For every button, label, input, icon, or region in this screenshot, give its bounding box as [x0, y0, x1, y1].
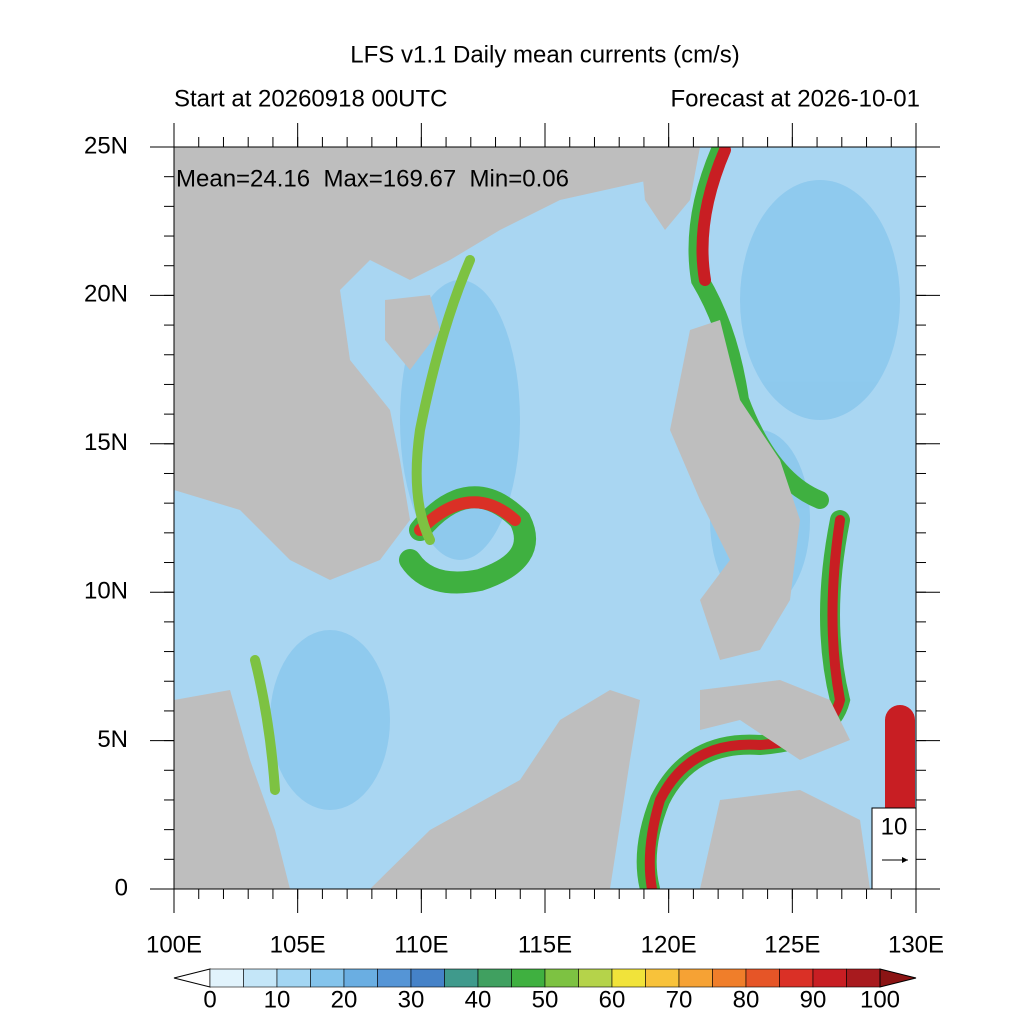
ref-arrowhead	[902, 857, 908, 863]
colorbar-label: 70	[666, 986, 693, 1013]
colorbar-box	[377, 968, 412, 988]
colorbar-box	[477, 968, 512, 988]
x-tick-label: 130E	[888, 931, 944, 958]
x-tick-label: 125E	[764, 931, 820, 958]
colorbar-box	[745, 968, 780, 988]
colorbar-box	[276, 968, 311, 988]
colorbar-box	[343, 968, 378, 988]
colorbar-box	[779, 968, 814, 988]
colorbar-label: 10	[264, 986, 291, 1013]
colorbar-box	[812, 968, 847, 988]
x-tick-label: 100E	[146, 931, 202, 958]
colorbar-label: 30	[398, 986, 425, 1013]
y-tick-label: 20N	[84, 281, 128, 308]
y-tick-label: 15N	[84, 429, 128, 456]
colorbar-box	[209, 968, 244, 988]
x-tick-label: 120E	[641, 931, 697, 958]
colorbar-box	[310, 968, 345, 988]
y-tick-label: 0	[115, 874, 128, 901]
ref-box	[871, 807, 917, 890]
colorbar-box	[678, 968, 713, 988]
colorbar-box	[410, 968, 445, 988]
colorbar-over	[879, 968, 917, 988]
colorbar-box	[846, 968, 881, 988]
subtitle-right: Forecast at 2026-10-01	[671, 85, 920, 112]
stats-annotation: Mean=24.16 Max=169.67 Min=0.06	[176, 165, 569, 192]
colorbar-box	[444, 968, 479, 988]
colorbar-box	[544, 968, 579, 988]
x-tick-label: 115E	[518, 931, 572, 958]
colorbar-box	[511, 968, 546, 988]
colorbar-label: 50	[532, 986, 559, 1013]
y-tick-label: 25N	[84, 132, 128, 159]
x-tick-label: 105E	[270, 931, 326, 958]
map-body	[174, 147, 916, 889]
colorbar-box	[712, 968, 747, 988]
colorbar-box	[611, 968, 646, 988]
subtitle-left: Start at 20260918 00UTC	[174, 85, 448, 112]
colorbar-label: 20	[331, 986, 358, 1013]
colorbar-box	[645, 968, 680, 988]
colorbar-label: 0	[203, 986, 216, 1013]
colorbar-label: 40	[465, 986, 492, 1013]
colorbar-label: 90	[800, 986, 827, 1013]
colorbar-label: 60	[599, 986, 626, 1013]
ref-label: 10	[881, 813, 908, 840]
y-tick-label: 10N	[84, 578, 128, 605]
colorbar-box	[243, 968, 278, 988]
colorbar-label: 100	[860, 986, 900, 1013]
colorbar-under	[173, 968, 211, 988]
y-tick-label: 5N	[97, 726, 128, 753]
title: LFS v1.1 Daily mean currents (cm/s)	[350, 41, 739, 68]
colorbar-label: 80	[733, 986, 760, 1013]
x-tick-label: 110E	[394, 931, 448, 958]
land	[174, 147, 870, 889]
colorbar-box	[578, 968, 613, 988]
reference-vector: 10	[871, 807, 917, 890]
